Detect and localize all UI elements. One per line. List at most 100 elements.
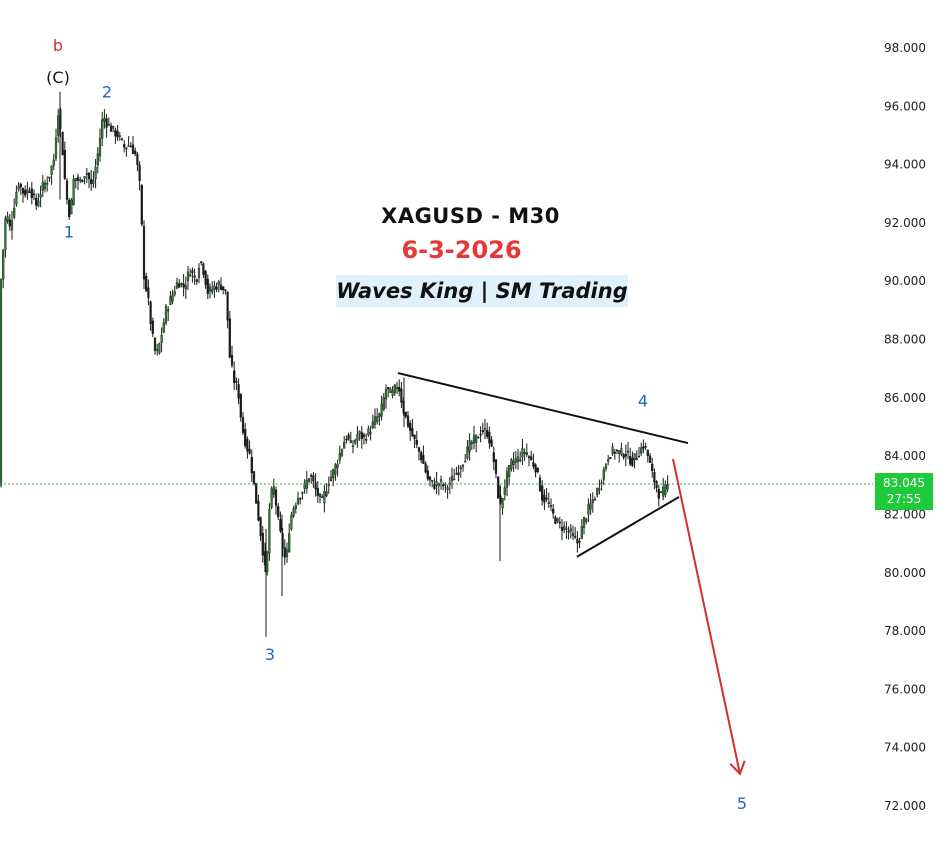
candle-body	[160, 334, 163, 343]
candle-body	[303, 483, 306, 489]
y-tick-label: 96.000	[884, 99, 926, 113]
candle-body	[613, 451, 616, 454]
candle-body	[169, 296, 172, 305]
candle-body	[393, 384, 396, 393]
y-tick-label: 92.000	[884, 216, 926, 230]
candle-body	[351, 445, 355, 448]
candle-body	[336, 463, 339, 468]
candle-body	[521, 448, 524, 458]
candle-body	[543, 495, 546, 503]
candle-body	[523, 451, 526, 454]
candle-body	[277, 506, 280, 518]
candle-body	[19, 183, 22, 188]
candle-body	[563, 526, 566, 530]
candle-body	[323, 491, 326, 504]
candle-body	[235, 380, 238, 383]
candle-body	[325, 491, 328, 497]
candle-body	[173, 291, 176, 295]
candle-body	[50, 165, 53, 175]
candle-body	[596, 488, 599, 495]
candle-body	[134, 150, 137, 155]
candle-body	[175, 282, 179, 289]
candle-body	[0, 279, 3, 486]
y-tick-label: 98.000	[884, 41, 926, 55]
candle-body	[459, 467, 462, 469]
candle-body	[250, 456, 253, 474]
candle-body	[2, 249, 5, 280]
candle-body	[92, 179, 95, 184]
candle-body	[615, 449, 619, 452]
candle-body	[512, 460, 515, 465]
y-tick-label: 84.000	[884, 449, 926, 463]
candle-body	[653, 472, 656, 483]
candle-body	[215, 286, 218, 291]
candle-body	[37, 200, 40, 207]
candle-body	[340, 449, 344, 456]
candle-body	[508, 465, 511, 477]
candle-body	[420, 452, 423, 461]
candle-body	[90, 178, 93, 185]
candle-body	[171, 294, 174, 302]
candle-body	[208, 286, 212, 292]
candle-body	[180, 283, 183, 285]
candle-body	[41, 182, 44, 191]
candle-body	[6, 216, 9, 222]
candle-body	[587, 504, 590, 515]
candle-body	[455, 473, 458, 475]
candle-body	[501, 497, 504, 509]
candle-body	[162, 322, 165, 333]
candle-body	[618, 450, 621, 454]
candle-body	[549, 505, 553, 507]
candle-body	[112, 125, 115, 129]
candle-body	[569, 528, 572, 532]
candle-body	[492, 452, 495, 463]
candle-body	[70, 199, 73, 215]
candle-body	[593, 498, 597, 501]
candle-body	[662, 487, 665, 497]
candle-body	[149, 301, 152, 324]
candle-body	[431, 479, 434, 482]
candle-body	[125, 147, 128, 150]
candle-body	[406, 415, 410, 427]
candle-body	[72, 178, 75, 205]
candle-body	[354, 440, 357, 444]
candle-body	[63, 149, 66, 179]
candle-body	[475, 434, 478, 443]
candle-body	[417, 447, 421, 452]
candle-body	[87, 172, 91, 180]
candle-body	[332, 469, 335, 479]
candle-body	[358, 431, 361, 434]
candle-body	[503, 487, 506, 495]
candle-body	[490, 439, 493, 447]
candle-body	[164, 306, 168, 324]
candle-body	[347, 434, 350, 440]
y-tick-label: 82.000	[884, 507, 926, 521]
candle-body	[81, 179, 84, 182]
candle-body	[307, 478, 311, 482]
projection-arrow-head	[729, 760, 746, 776]
candle-body	[552, 508, 555, 514]
candle-body	[560, 527, 564, 532]
candle-body	[554, 516, 557, 524]
candle-body	[472, 435, 476, 444]
candle-body	[237, 384, 240, 399]
candle-body	[151, 320, 154, 334]
candle-body	[400, 388, 403, 403]
candle-body	[395, 387, 399, 390]
candle-body	[127, 145, 130, 147]
candle-body	[413, 434, 416, 440]
candle-body	[646, 449, 649, 456]
candle-body	[602, 469, 605, 480]
candle-body	[285, 549, 289, 558]
candle-body	[94, 166, 97, 180]
candle-body	[382, 397, 385, 410]
candle-body	[356, 433, 359, 441]
y-tick-label: 76.000	[884, 682, 926, 696]
candle-body	[290, 515, 293, 530]
y-tick-label: 88.000	[884, 333, 926, 347]
candle-body	[631, 457, 634, 466]
candle-body	[446, 487, 449, 490]
candle-body	[246, 438, 249, 452]
candle-body	[466, 446, 469, 459]
y-tick-label: 80.000	[884, 566, 926, 580]
